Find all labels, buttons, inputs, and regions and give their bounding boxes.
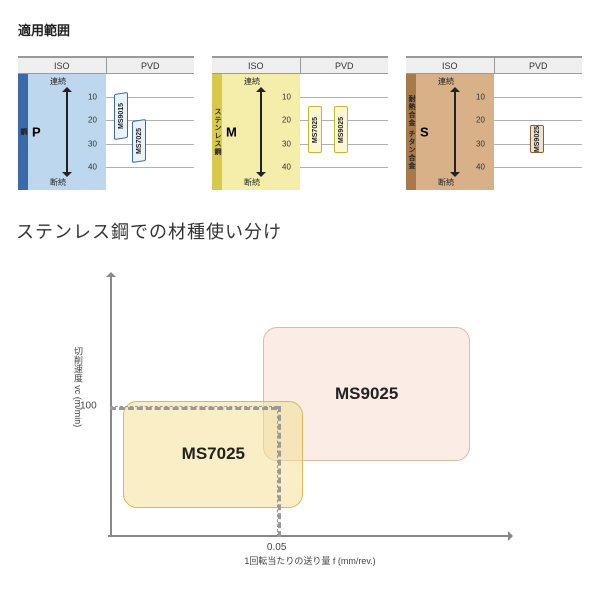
grade-tag-label: MS7025: [312, 117, 319, 143]
scale-tick: 30: [476, 139, 485, 148]
panel-header: ISOPVD: [18, 56, 194, 74]
label-continuous: 連続: [244, 76, 260, 87]
scale-tick: 10: [282, 93, 291, 102]
iso-strip-label: ステンレス鋼: [212, 108, 222, 156]
pvd-box: MS9015 MS7025: [106, 74, 194, 190]
x-axis-label: 1回転当たりの送り量 f (mm/rev.): [244, 554, 375, 567]
continuity-arrow: [260, 90, 262, 174]
guide-line-h: [110, 406, 277, 410]
iso-strip: 耐熱合金 チタン合金: [406, 74, 416, 190]
panel-s: ISOPVD 耐熱合金 チタン合金 S 連続断続 10 20 30 40 MS9025: [406, 56, 582, 190]
label-interrupted: 断続: [50, 177, 66, 188]
scale-tick: 10: [476, 93, 485, 102]
iso-letter: S: [420, 125, 429, 140]
scale-tick: 40: [88, 162, 97, 171]
usage-chart: 切削速度 vc (m/min) 1回転当たりの送り量 f (mm/rev.) M…: [110, 275, 510, 555]
iso-strip-label: 耐熱合金 チタン合金: [406, 95, 416, 170]
iso-letter: P: [32, 125, 41, 140]
label-interrupted: 断続: [244, 177, 260, 188]
scale-tick: 20: [476, 116, 485, 125]
section-title-sub: ステンレス鋼での材種使い分け: [16, 218, 282, 244]
grade-tag: MS7025: [308, 106, 322, 152]
guide-line-v: [277, 406, 281, 537]
application-panels: ISOPVD鋼P連続断続10203040MS9015MS7025ISOPVDステ…: [18, 56, 582, 190]
panel-body: 耐熱合金 チタン合金 S 連続断続 10 20 30 40 MS9025: [406, 74, 582, 190]
iso-strip: 鋼: [18, 74, 28, 190]
label-continuous: 連続: [438, 76, 454, 87]
grade-tag: MS9025: [334, 106, 348, 152]
scale-tick: 20: [282, 116, 291, 125]
grade-tag: MS9015: [114, 92, 128, 140]
scale-tick: 20: [88, 116, 97, 125]
iso-box: 耐熱合金 チタン合金 S 連続断続 10 20 30 40: [406, 74, 494, 190]
section-title-top: 適用範囲: [18, 20, 70, 39]
panel-header-pvd: PVD: [107, 56, 195, 74]
iso-strip-label: 鋼: [18, 128, 28, 136]
grade-tag-label: MS9025: [338, 117, 345, 143]
x-tick-label: 0.05: [267, 542, 286, 553]
panel-header-pvd: PVD: [495, 56, 583, 74]
iso-box: ステンレス鋼 M 連続断続 10 20 30 40: [212, 74, 300, 190]
label-interrupted: 断続: [438, 177, 454, 188]
chart-region-label: MS9025: [335, 384, 398, 404]
iso-strip: ステンレス鋼: [212, 74, 222, 190]
scale-tick: 10: [88, 93, 97, 102]
iso-letter: M: [226, 125, 237, 140]
y-axis-label: 切削速度 vc (m/min): [72, 347, 85, 428]
iso-box: 鋼P 連続断続 10 20 30 40: [18, 74, 106, 190]
chart-region-label: MS7025: [182, 444, 245, 464]
grade-tag-label: MS9025: [534, 126, 541, 152]
scale-tick: 40: [476, 162, 485, 171]
panel-header-iso: ISO: [18, 56, 107, 74]
scale-tick: 30: [282, 139, 291, 148]
continuity-arrow: [454, 90, 456, 174]
y-tick-label: 100: [80, 401, 97, 412]
iso-main: P 連続断続 10 20 30 40: [28, 74, 106, 190]
x-axis: [108, 535, 510, 537]
label-continuous: 連続: [50, 76, 66, 87]
panel-header: ISOPVD: [212, 56, 388, 74]
grade-tag-label: MS7025: [136, 128, 143, 154]
panel-header-pvd: PVD: [301, 56, 389, 74]
scale-tick: 40: [282, 162, 291, 171]
pvd-box: MS7025 MS9025: [300, 74, 388, 190]
panel-body: ステンレス鋼 M 連続断続 10 20 30 40 MS7025 MS9025: [212, 74, 388, 190]
scale-tick: 30: [88, 139, 97, 148]
iso-main: S 連続断続 10 20 30 40: [416, 74, 494, 190]
continuity-arrow: [66, 90, 68, 174]
iso-main: M 連続断続 10 20 30 40: [222, 74, 300, 190]
panel-header: ISOPVD: [406, 56, 582, 74]
panel-m: ISOPVD ステンレス鋼 M 連続断続 10 20 30 40 MS7025 MS9025: [212, 56, 388, 190]
grade-tag-label: MS9015: [118, 103, 125, 129]
pvd-box: MS9025: [494, 74, 582, 190]
panel-body: 鋼P 連続断続 10 20 30 40 MS9015 MS7025: [18, 74, 194, 190]
panel-header-iso: ISO: [406, 56, 495, 74]
panel-p: ISOPVD 鋼P 連続断続 10 20 30 40 MS9015 MS7025: [18, 56, 194, 190]
panel-header-iso: ISO: [212, 56, 301, 74]
grade-tag: MS9025: [530, 125, 544, 153]
grade-tag: MS7025: [132, 119, 146, 163]
